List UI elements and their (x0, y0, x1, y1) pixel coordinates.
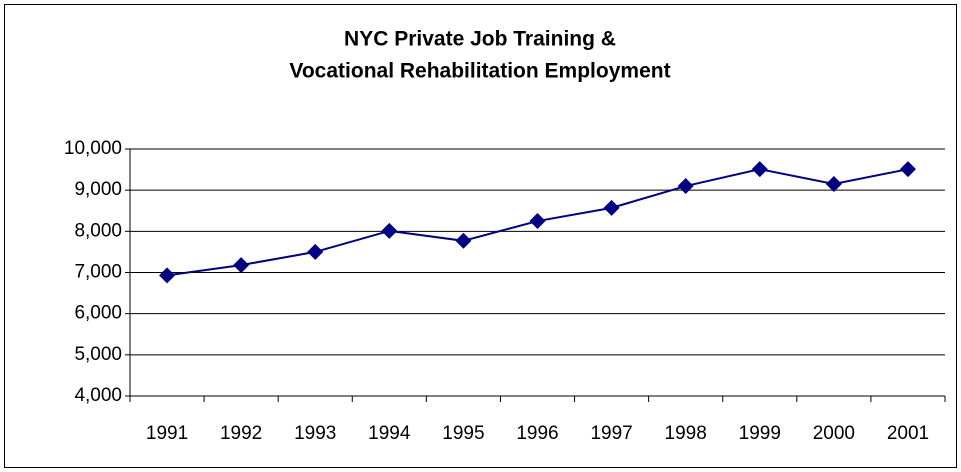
y-tick-label: 5,000 (74, 344, 122, 365)
y-tick-label: 7,000 (74, 262, 122, 283)
x-tick-label: 2000 (813, 423, 855, 444)
chart-title: Vocational Rehabilitation Employment (289, 60, 670, 83)
data-point (159, 267, 176, 284)
x-tick-label: 1998 (665, 423, 707, 444)
data-point (455, 232, 472, 249)
data-point (603, 199, 620, 216)
data-point (381, 222, 398, 239)
data-point (751, 161, 768, 178)
data-point (307, 243, 324, 260)
x-tick-label: 1995 (442, 423, 484, 444)
data-point (529, 213, 546, 230)
y-tick-label: 8,000 (74, 220, 122, 241)
y-tick-label: 6,000 (74, 303, 122, 324)
x-tick-label: 1991 (146, 423, 188, 444)
x-tick-label: 1994 (368, 423, 411, 444)
data-point (233, 257, 250, 274)
x-tick-label: 1997 (590, 423, 632, 444)
data-point (677, 178, 694, 195)
x-tick-label: 1992 (220, 423, 262, 444)
x-tick-label: 2001 (887, 423, 929, 444)
x-tick-label: 1996 (516, 423, 558, 444)
x-tick-label: 1999 (739, 423, 781, 444)
x-tick-label: 1993 (294, 423, 336, 444)
y-tick-label: 9,000 (74, 179, 122, 200)
y-tick-label: 10,000 (64, 138, 122, 159)
data-point (825, 175, 842, 192)
y-tick-label: 4,000 (74, 385, 122, 406)
chart-title: NYC Private Job Training & (344, 28, 616, 51)
data-point (899, 161, 916, 178)
